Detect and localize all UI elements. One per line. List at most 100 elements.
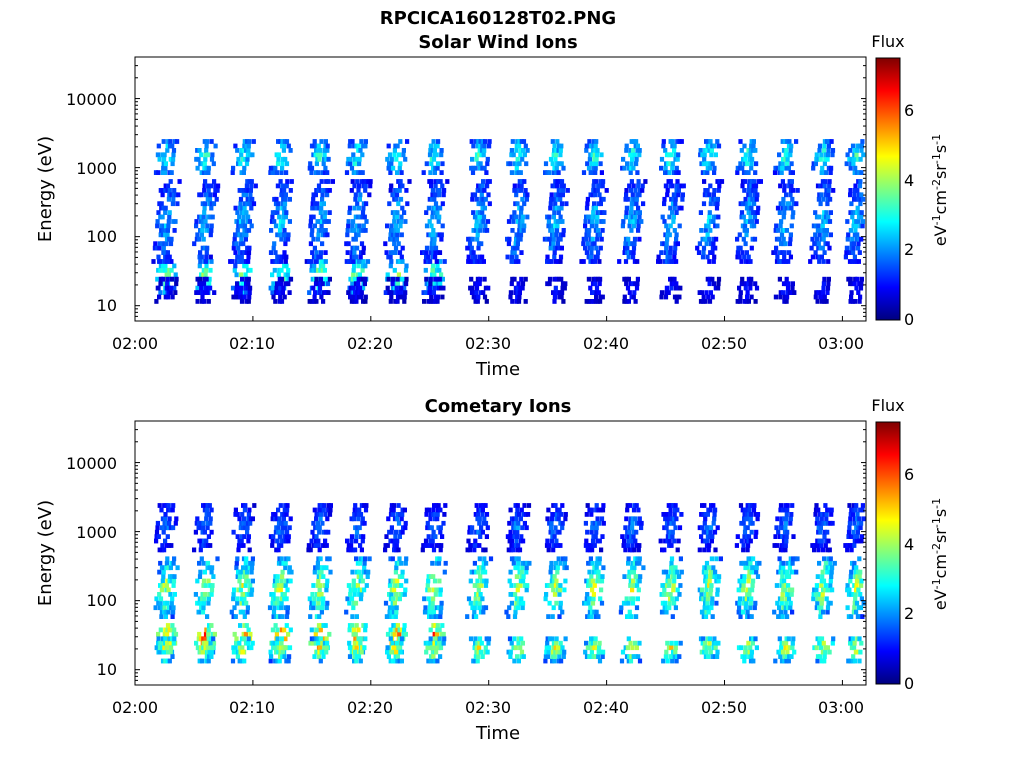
heatmap-cell	[626, 276, 631, 282]
heatmap-cell	[158, 232, 163, 238]
heatmap-cell	[356, 263, 361, 269]
heatmap-cell	[824, 188, 829, 193]
heatmap-cell	[154, 538, 159, 544]
heatmap-cell	[387, 161, 392, 167]
heatmap-cell	[389, 223, 394, 229]
heatmap-cell	[348, 161, 353, 167]
heatmap-cell	[280, 201, 285, 207]
heatmap-cell	[434, 560, 439, 566]
heatmap-cell	[581, 170, 587, 175]
heatmap-cell	[560, 285, 565, 291]
heatmap-cell	[552, 574, 557, 579]
heatmap-cell	[169, 192, 174, 198]
heatmap-cell	[469, 139, 474, 144]
heatmap-cell	[703, 512, 708, 517]
heatmap-cell	[393, 569, 398, 575]
heatmap-cell	[639, 520, 644, 526]
heatmap-cell	[596, 290, 601, 295]
heatmap-cell	[854, 170, 860, 175]
heatmap-cell	[670, 596, 675, 602]
heatmap-cell	[737, 299, 742, 304]
heatmap-cell	[843, 254, 848, 260]
heatmap-cell	[399, 627, 404, 633]
heatmap-cell	[677, 294, 682, 300]
heatmap-cell	[155, 152, 160, 158]
heatmap-cell	[820, 183, 825, 189]
heatmap-cell	[818, 609, 823, 615]
heatmap-cell	[552, 205, 557, 211]
heatmap-cell	[390, 281, 395, 287]
heatmap-cell	[242, 294, 247, 300]
heatmap-cell	[673, 285, 678, 291]
heatmap-cell	[514, 259, 519, 264]
heatmap-cell	[748, 196, 753, 202]
heatmap-cell	[634, 139, 639, 144]
heatmap-cell	[310, 592, 315, 597]
heatmap-cell	[625, 241, 630, 247]
heatmap-cell	[594, 161, 599, 167]
heatmap-cell	[632, 201, 637, 207]
heatmap-cell	[784, 658, 789, 664]
heatmap-cell	[749, 205, 754, 211]
heatmap-cell	[314, 534, 319, 539]
heatmap-cell	[744, 281, 749, 287]
heatmap-cell	[282, 201, 288, 207]
heatmap-cell	[702, 547, 707, 553]
heatmap-cell	[624, 148, 629, 153]
heatmap-cell	[523, 143, 528, 149]
heatmap-cell	[670, 614, 675, 619]
heatmap-cell	[283, 272, 288, 278]
heatmap-cell	[240, 276, 245, 282]
heatmap-cell	[782, 529, 788, 535]
heatmap-cell	[622, 276, 627, 282]
heatmap-cell	[677, 183, 682, 189]
heatmap-cell	[350, 623, 355, 628]
heatmap-cell	[476, 592, 481, 597]
heatmap-cell	[209, 587, 215, 593]
heatmap-cell	[790, 170, 795, 175]
heatmap-cell	[163, 614, 168, 619]
heatmap-cell	[663, 165, 668, 171]
heatmap-cell	[237, 640, 242, 646]
heatmap-cell	[854, 156, 859, 162]
heatmap-cell	[279, 299, 285, 304]
heatmap-cell	[364, 503, 369, 508]
heatmap-cell	[583, 649, 588, 655]
heatmap-cell	[633, 556, 638, 562]
heatmap-cell	[471, 658, 476, 664]
heatmap-cell	[633, 574, 638, 579]
heatmap-cell	[716, 640, 721, 646]
heatmap-cell	[356, 516, 361, 522]
heatmap-cell	[471, 569, 476, 575]
heatmap-cell	[742, 596, 747, 602]
heatmap-cell	[318, 276, 323, 282]
heatmap-cell	[428, 516, 433, 522]
heatmap-cell	[360, 516, 365, 522]
heatmap-cell	[437, 232, 442, 238]
heatmap-cell	[426, 574, 431, 579]
heatmap-cell	[311, 543, 316, 548]
heatmap-cell	[514, 165, 519, 171]
heatmap-cell	[243, 503, 248, 508]
heatmap-cell	[755, 516, 760, 522]
heatmap-cell	[392, 503, 397, 508]
heatmap-cell	[317, 592, 322, 597]
heatmap-cell	[588, 605, 593, 611]
heatmap-cell	[637, 543, 642, 548]
heatmap-cell	[707, 259, 712, 264]
heatmap-cell	[588, 285, 593, 291]
heatmap-cell	[430, 645, 435, 651]
colorbar-frame	[875, 57, 901, 321]
heatmap-cell	[279, 170, 284, 175]
heatmap-cell	[666, 645, 672, 651]
heatmap-cell	[361, 276, 366, 282]
heatmap-cell	[238, 223, 243, 229]
heatmap-cell	[824, 596, 829, 602]
heatmap-cell	[241, 520, 246, 526]
heatmap-cell	[350, 276, 355, 282]
heatmap-cell	[671, 214, 676, 220]
heatmap-cell	[170, 294, 175, 300]
heatmap-cell	[549, 196, 554, 202]
heatmap-cell	[200, 161, 205, 167]
heatmap-cell	[244, 600, 249, 606]
